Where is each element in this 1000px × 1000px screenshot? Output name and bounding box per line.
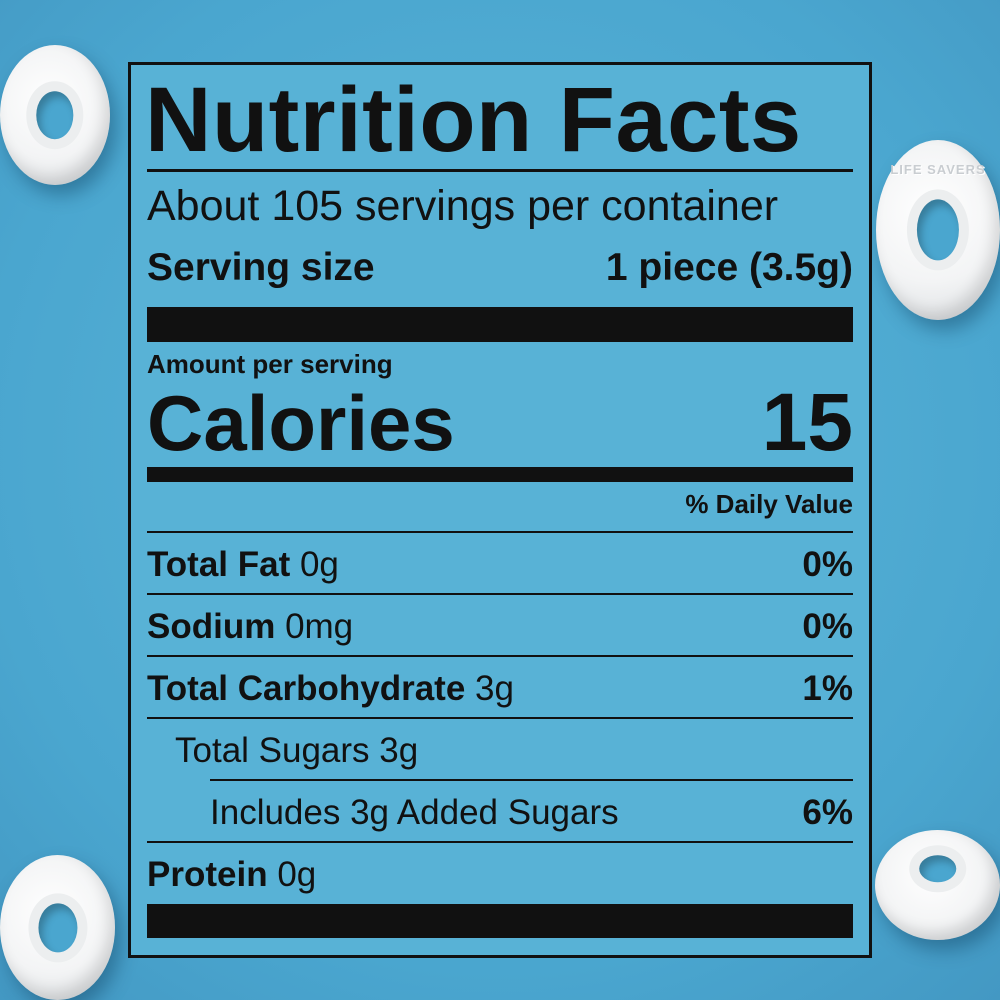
nutrient-name: Total Fat	[147, 545, 291, 584]
nutrient-row: Sodium 0mg 0%	[147, 607, 853, 647]
candy-top-right: LIFE SAVERS	[876, 140, 1000, 320]
thick-bar	[147, 904, 853, 938]
nutrient-dv: 0%	[802, 545, 853, 584]
thick-bar	[147, 307, 853, 342]
candy-top-left	[0, 45, 110, 185]
calories-row: Calories 15	[147, 377, 853, 468]
divider	[147, 593, 853, 595]
label-title: Nutrition Facts	[145, 69, 802, 171]
nutrient-row: Total Sugars 3g	[147, 731, 853, 771]
nutrient-dv: 1%	[802, 669, 853, 708]
candy-bottom-left	[0, 855, 115, 1000]
nutrient-amount: 3g	[475, 669, 514, 708]
calories-label: Calories	[147, 379, 455, 467]
divider	[147, 655, 853, 657]
nutrient-name: Total Carbohydrate	[147, 669, 466, 708]
nutrient-row: Total Fat 0g 0%	[147, 545, 853, 585]
serving-size-value: 1 piece (3.5g)	[605, 246, 853, 289]
nutrient-row: Includes 3g Added Sugars 6%	[147, 793, 853, 833]
daily-value-header: % Daily Value	[685, 489, 853, 519]
divider	[147, 531, 853, 533]
candy-brand-embossing: LIFE SAVERS	[890, 162, 986, 177]
divider	[210, 779, 853, 781]
calories-value: 15	[761, 377, 853, 468]
medium-bar	[147, 467, 853, 482]
nutrient-name: Protein	[147, 855, 268, 894]
nutrient-name: Sodium	[147, 607, 276, 646]
nutrient-dv: 0%	[802, 607, 853, 646]
nutrient-amount: 0mg	[285, 607, 354, 646]
nutrient-amount: 0g	[277, 855, 317, 894]
nutrition-label	[128, 62, 872, 958]
candy-bottom-right	[875, 830, 1000, 940]
nutrient-name: Total Sugars 3g	[175, 731, 419, 770]
divider	[147, 717, 853, 719]
nutrient-dv: 6%	[802, 793, 853, 832]
nutrient-row: Protein 0g	[147, 855, 853, 895]
amount-per-serving: Amount per serving	[147, 349, 393, 379]
serving-size-row: Serving size 1 piece (3.5g)	[147, 244, 853, 292]
nutrient-name: Includes 3g Added Sugars	[210, 793, 619, 832]
divider	[147, 841, 853, 843]
servings-per-container: About 105 servings per container	[147, 182, 779, 230]
divider	[147, 169, 853, 172]
nutrient-amount: 0g	[299, 545, 339, 584]
serving-size-label: Serving size	[147, 246, 375, 289]
nutrient-row: Total Carbohydrate 3g 1%	[147, 669, 853, 709]
